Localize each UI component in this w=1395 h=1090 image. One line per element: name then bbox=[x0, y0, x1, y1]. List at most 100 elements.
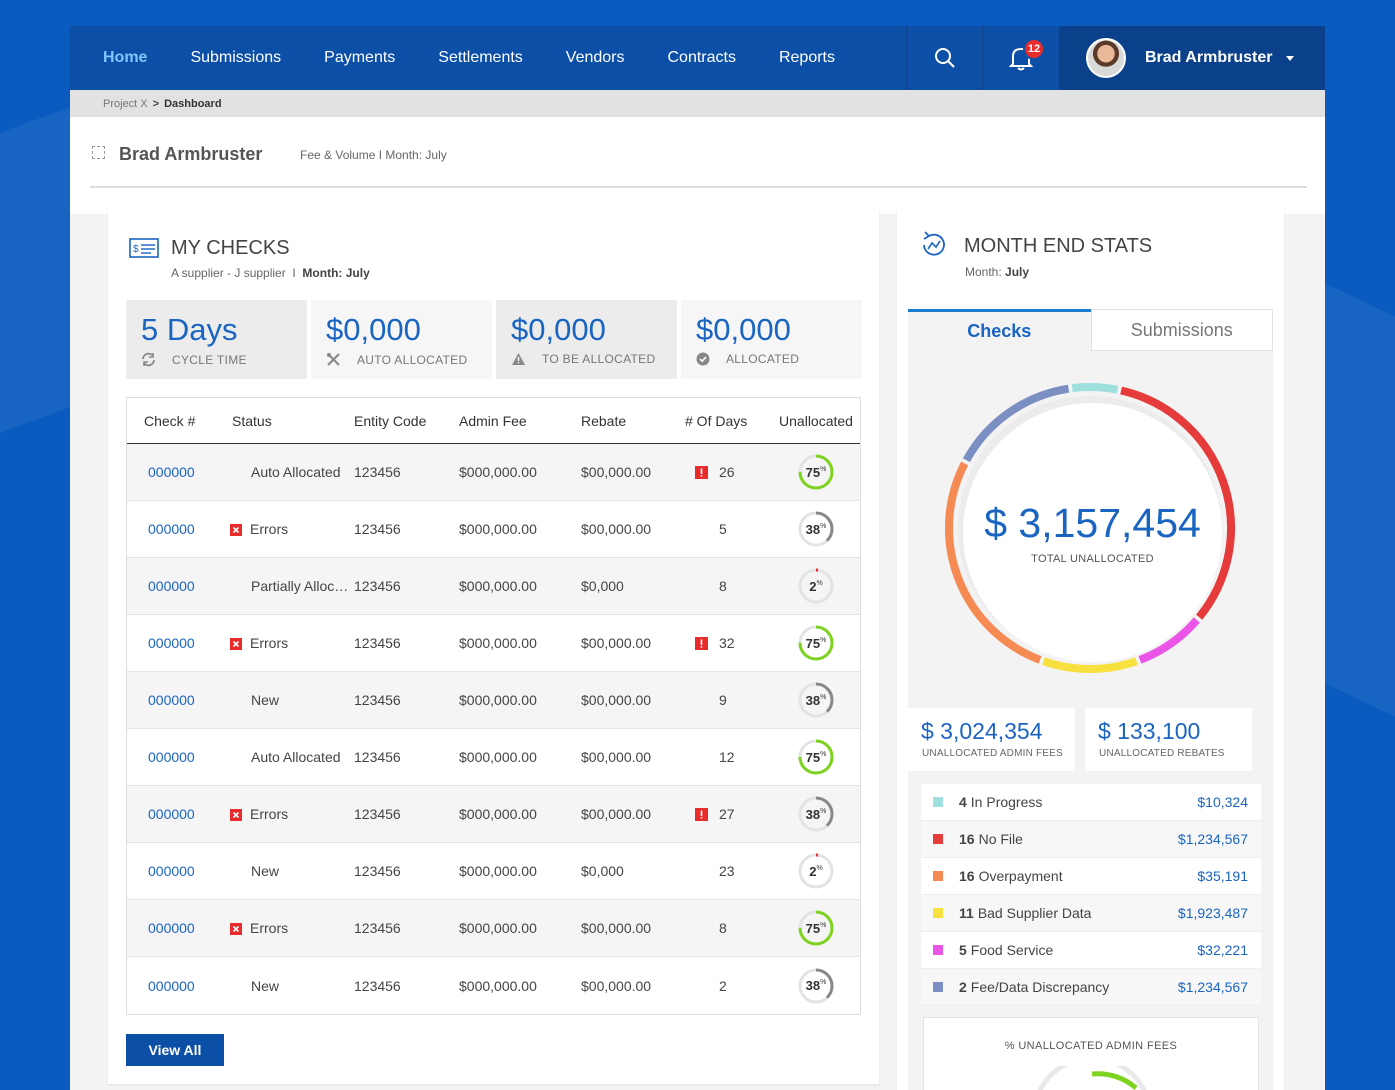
days-cell: 8 bbox=[685, 920, 772, 936]
nav-item-vendors[interactable]: Vendors bbox=[565, 49, 625, 66]
check-number-link[interactable]: 000000 bbox=[148, 578, 195, 594]
donut-segment-bad-supplier-data[interactable] bbox=[1042, 657, 1138, 673]
unallocated-percent: 75% bbox=[797, 909, 835, 947]
view-all-button[interactable]: View All bbox=[126, 1034, 224, 1066]
kpi-label-text: TO BE ALLOCATED bbox=[542, 352, 656, 366]
legend-item-no-file[interactable]: 16 No File $1,234,567 bbox=[921, 821, 1261, 858]
stats-month: Month: July bbox=[965, 265, 1029, 279]
unallocated-progress-ring: 2% bbox=[797, 567, 835, 605]
table-row[interactable]: 000000 Errors 123456 $000,000.00 $00,000.00 5… bbox=[127, 501, 860, 558]
nav-item-submissions[interactable]: Submissions bbox=[190, 49, 282, 66]
legend-amount: $1,923,487 bbox=[1177, 905, 1248, 921]
unallocated-progress-ring: 2% bbox=[797, 852, 835, 890]
stats-tabs: Checks Submissions bbox=[908, 309, 1273, 351]
unallocated-cell: 75% bbox=[772, 738, 860, 776]
nav-item-home[interactable]: Home bbox=[103, 49, 148, 66]
search-button[interactable] bbox=[906, 26, 982, 90]
column-header-rebate[interactable]: Rebate bbox=[581, 412, 627, 429]
check-number-link[interactable]: 000000 bbox=[148, 977, 195, 994]
check-number-link[interactable]: 000000 bbox=[148, 749, 195, 765]
legend-label: Fee/Data Discrepancy bbox=[970, 979, 1110, 995]
legend-count: 16 bbox=[959, 831, 975, 847]
rebate: $00,000.00 bbox=[581, 749, 652, 765]
breadcrumb-root[interactable]: Project X bbox=[103, 97, 148, 110]
percent-sign: % bbox=[820, 807, 827, 815]
legend-item-overpayment[interactable]: 16 Overpayment $35,191 bbox=[921, 858, 1261, 895]
admin-fee: $000,000.00 bbox=[459, 464, 537, 480]
percent-value: 75 bbox=[805, 749, 821, 765]
tab-submissions[interactable]: Submissions bbox=[1090, 309, 1273, 351]
days-cell: 8 bbox=[685, 578, 772, 594]
donut-segment-overpayment[interactable] bbox=[945, 461, 1042, 664]
column-header-of-days[interactable]: # Of Days bbox=[685, 412, 748, 429]
check-number-link[interactable]: 000000 bbox=[148, 635, 195, 651]
column-header-status[interactable]: Status bbox=[232, 412, 272, 429]
admin-fee: $000,000.00 bbox=[459, 521, 537, 537]
kpi-row: 5 Days CYCLE TIME $0,000 AUTO ALLOCATED $0,0… bbox=[126, 300, 866, 379]
refresh-icon bbox=[141, 352, 164, 367]
status-cell: Errors bbox=[230, 920, 354, 936]
table-row[interactable]: 000000 New 123456 $000,000.00 $00,000.00 9 38% bbox=[127, 672, 860, 729]
admin-fee: $000,000.00 bbox=[459, 806, 537, 822]
unallocated-percent: 75% bbox=[797, 738, 835, 776]
donut-segment-fee-data-discrepancy[interactable] bbox=[962, 384, 1070, 463]
check-number-link[interactable]: 000000 bbox=[148, 920, 195, 936]
check-number-link[interactable]: 000000 bbox=[148, 806, 195, 822]
admin-fee: $000,000.00 bbox=[459, 920, 537, 936]
table-row[interactable]: 000000 Auto Allocated 123456 $000,000.00 $00… bbox=[127, 444, 860, 501]
percent-sign: % bbox=[820, 693, 827, 701]
check-number-link[interactable]: 000000 bbox=[148, 863, 195, 879]
legend-amount: $35,191 bbox=[1197, 868, 1248, 884]
status-text: Auto Allocated bbox=[251, 749, 341, 765]
avatar bbox=[1086, 38, 1126, 78]
check-number-link[interactable]: 000000 bbox=[148, 521, 195, 537]
check-number-link[interactable]: 000000 bbox=[148, 692, 195, 708]
column-header-entity-code[interactable]: Entity Code bbox=[354, 412, 427, 429]
unallocated-progress-ring: 75% bbox=[797, 909, 835, 947]
nav-item-payments[interactable]: Payments bbox=[324, 49, 396, 66]
unallocated-progress-ring: 75% bbox=[797, 624, 835, 662]
user-menu[interactable]: Brad Armbruster bbox=[1059, 26, 1325, 90]
table-row[interactable]: 000000 Errors 123456 $000,000.00 $00,000.00 8… bbox=[127, 900, 860, 957]
check-number-link[interactable]: 000000 bbox=[148, 464, 195, 480]
entity-code: 123456 bbox=[354, 578, 401, 594]
table-row[interactable]: 000000 Errors 123456 $000,000.00 $00,000.00 3… bbox=[127, 615, 860, 672]
days-value: 23 bbox=[719, 863, 735, 879]
status-cell: Errors bbox=[230, 806, 354, 822]
status-text: New bbox=[251, 863, 280, 879]
table-row[interactable]: 000000 New 123456 $000,000.00 $0,000 23 2% bbox=[127, 843, 860, 900]
column-header-unallocated[interactable]: Unallocated bbox=[779, 412, 853, 429]
legend-item-bad-supplier-data[interactable]: 11 Bad Supplier Data $1,923,487 bbox=[921, 895, 1261, 932]
legend-item-fee-data-discrepancy[interactable]: 2 Fee/Data Discrepancy $1,234,567 bbox=[921, 969, 1261, 1006]
column-header-admin-fee[interactable]: Admin Fee bbox=[459, 412, 527, 429]
notifications-button[interactable]: 12 bbox=[982, 26, 1059, 90]
column-header-check[interactable]: Check # bbox=[144, 412, 196, 429]
table-row[interactable]: 000000 New 123456 $000,000.00 $00,000.00 2 38% bbox=[127, 957, 860, 1014]
table-row[interactable]: 000000 Auto Allocated 123456 $000,000.00 $00… bbox=[127, 729, 860, 786]
legend-count: 16 bbox=[959, 868, 975, 884]
legend-amount: $10,324 bbox=[1197, 794, 1248, 810]
legend-item-food-service[interactable]: 5 Food Service $32,221 bbox=[921, 932, 1261, 969]
donut-segment-no-file[interactable] bbox=[1120, 386, 1235, 620]
table-row[interactable]: 000000 Errors 123456 $000,000.00 $00,000.00 2… bbox=[127, 786, 860, 843]
admin-fee: $000,000.00 bbox=[459, 749, 537, 765]
status-text: Errors bbox=[250, 806, 289, 822]
legend-swatch bbox=[933, 982, 943, 992]
entity-code: 123456 bbox=[354, 863, 401, 879]
alert-icon bbox=[695, 465, 708, 479]
tab-checks[interactable]: Checks bbox=[908, 309, 1091, 351]
rebate: $00,000.00 bbox=[581, 806, 652, 822]
unallocated-percent: 38% bbox=[797, 967, 835, 1005]
donut-segment-in-progress[interactable] bbox=[1071, 383, 1119, 394]
percent-sign: % bbox=[820, 636, 827, 644]
percent-value: 2 bbox=[809, 578, 817, 594]
donut-segment-food-service[interactable] bbox=[1138, 617, 1200, 664]
legend-item-in-progress[interactable]: 4 In Progress $10,324 bbox=[921, 784, 1261, 821]
days-cell: 32 bbox=[685, 635, 772, 651]
nav-item-contracts[interactable]: Contracts bbox=[667, 49, 736, 66]
status-text: Errors bbox=[250, 920, 289, 936]
nav-item-reports[interactable]: Reports bbox=[778, 49, 835, 66]
percent-value: 75 bbox=[805, 635, 821, 651]
nav-item-settlements[interactable]: Settlements bbox=[438, 49, 523, 66]
